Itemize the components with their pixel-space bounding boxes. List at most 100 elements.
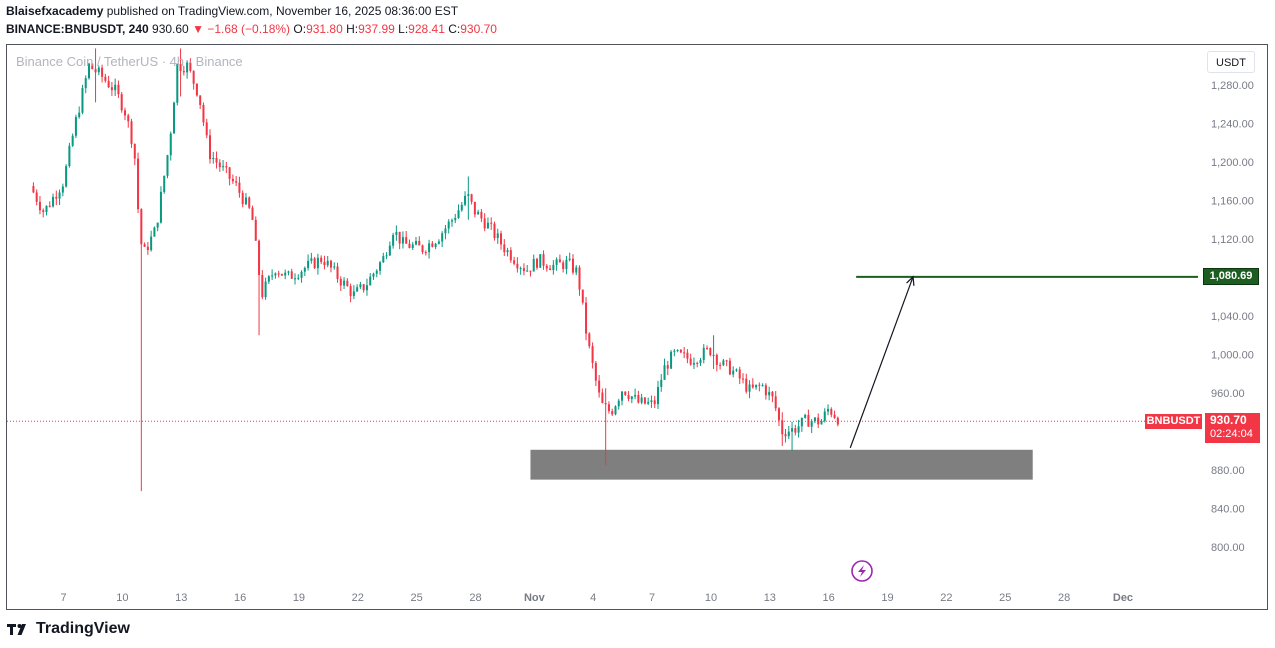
candle-body (702, 347, 705, 360)
candle-body (725, 360, 728, 362)
candle-body (581, 289, 584, 303)
candle-body (215, 158, 218, 163)
candle-body (55, 196, 58, 199)
candle-body (486, 222, 489, 229)
candle-body (791, 428, 794, 432)
candle-body (519, 268, 522, 270)
candle-body (339, 278, 342, 286)
candle-body (454, 218, 457, 221)
candle-body (447, 221, 450, 229)
candle-body (343, 280, 346, 286)
currency-button[interactable]: USDT (1207, 51, 1255, 73)
price-tick-label: 1,160.00 (1211, 196, 1254, 208)
candle-body (630, 396, 633, 400)
symbol-label[interactable]: BINANCE:BNBUSDT, 240 (6, 22, 149, 36)
chart-watermark: Binance Coin / TetherUS · 4h · Binance (16, 54, 243, 69)
candle-body (117, 84, 120, 95)
candle-body (365, 285, 368, 291)
candle-body (369, 276, 372, 286)
candle-body (179, 64, 182, 72)
candles (32, 48, 839, 492)
candle-body (804, 414, 807, 418)
candle-body (408, 243, 411, 248)
candle-body (748, 384, 751, 392)
candle-body (277, 273, 280, 275)
candle-body (755, 384, 758, 388)
time-tick-label: 7 (60, 592, 66, 604)
candle-body (94, 69, 97, 73)
candle-body (235, 181, 238, 183)
drawings (7, 275, 1198, 449)
candle-body (598, 380, 601, 393)
candle-body (490, 222, 493, 224)
candle-body (137, 158, 140, 210)
price-axis[interactable]: 800.00 840.00 880.00 960.00 1,000.00 1,040.00… (1211, 80, 1254, 554)
candle-body (244, 197, 247, 205)
candle-body (670, 351, 673, 369)
candle-body (787, 431, 790, 437)
time-axis[interactable]: 7 10 13 16 19 22 25 28 Nov 4 7 10 13 16 19 22 25 28 Dec (60, 592, 1133, 604)
candle-body (333, 266, 336, 268)
candle-body (562, 262, 565, 270)
candle-body (166, 155, 169, 176)
candle-body (173, 102, 176, 134)
candle-body (323, 261, 326, 266)
candle-body (176, 64, 179, 103)
price-tick-label: 840.00 (1211, 504, 1245, 516)
candle-body (241, 192, 244, 205)
candle-body (418, 240, 421, 246)
candle-body (202, 104, 205, 123)
candle-body (643, 397, 646, 404)
candle-body (169, 133, 172, 156)
candle-body (604, 403, 607, 405)
time-tick-label: 22 (940, 592, 952, 604)
candle-body (640, 397, 643, 403)
price-tick-label: 800.00 (1211, 542, 1245, 554)
candle-body (123, 110, 126, 116)
candle-body (686, 352, 689, 359)
candle-body (84, 78, 87, 89)
candle-body (660, 379, 663, 387)
projection-arrow-head (906, 275, 915, 286)
open-label: O: (293, 22, 307, 36)
projection-arrow-line (849, 276, 914, 449)
candle-body (385, 255, 388, 257)
lightning-icon-bolt (858, 565, 866, 577)
candle-body (133, 143, 136, 159)
candle-body (813, 417, 816, 421)
candle-body (143, 244, 146, 247)
candle-body (526, 270, 529, 272)
change-down-icon: ▼ (192, 22, 204, 36)
candle-body (738, 369, 741, 379)
candle-body (140, 209, 143, 245)
candle-body (647, 401, 650, 404)
candle-body (159, 191, 162, 223)
candle-body (146, 246, 149, 251)
tradingview-logo[interactable]: TradingView (6, 620, 130, 638)
candle-body (578, 267, 581, 290)
candle-body (382, 256, 385, 263)
candle-body (71, 135, 74, 146)
candle-body (110, 87, 113, 91)
last-price-tag: 930.70 02:24:04 (1205, 413, 1260, 444)
candle-body (150, 236, 153, 251)
candle-body (297, 277, 300, 279)
candle-body (503, 244, 506, 253)
candle-body (699, 359, 702, 364)
candle-body (104, 76, 107, 81)
candle-body (362, 284, 365, 291)
candle-body (401, 237, 404, 244)
candle-body (588, 333, 591, 347)
candle-body (395, 231, 398, 235)
candle-body (231, 178, 234, 182)
candle-body (516, 263, 519, 269)
candle-body (545, 265, 548, 269)
candle-body (326, 260, 329, 266)
candle-body (614, 406, 617, 415)
candle-body (820, 420, 823, 425)
candle-body (48, 205, 51, 207)
lightning-icon[interactable] (851, 560, 873, 582)
symbol-legend: BINANCE:BNBUSDT, 240 930.60 ▼ −1.68 (−0.… (6, 22, 497, 36)
candle-body (513, 260, 516, 264)
